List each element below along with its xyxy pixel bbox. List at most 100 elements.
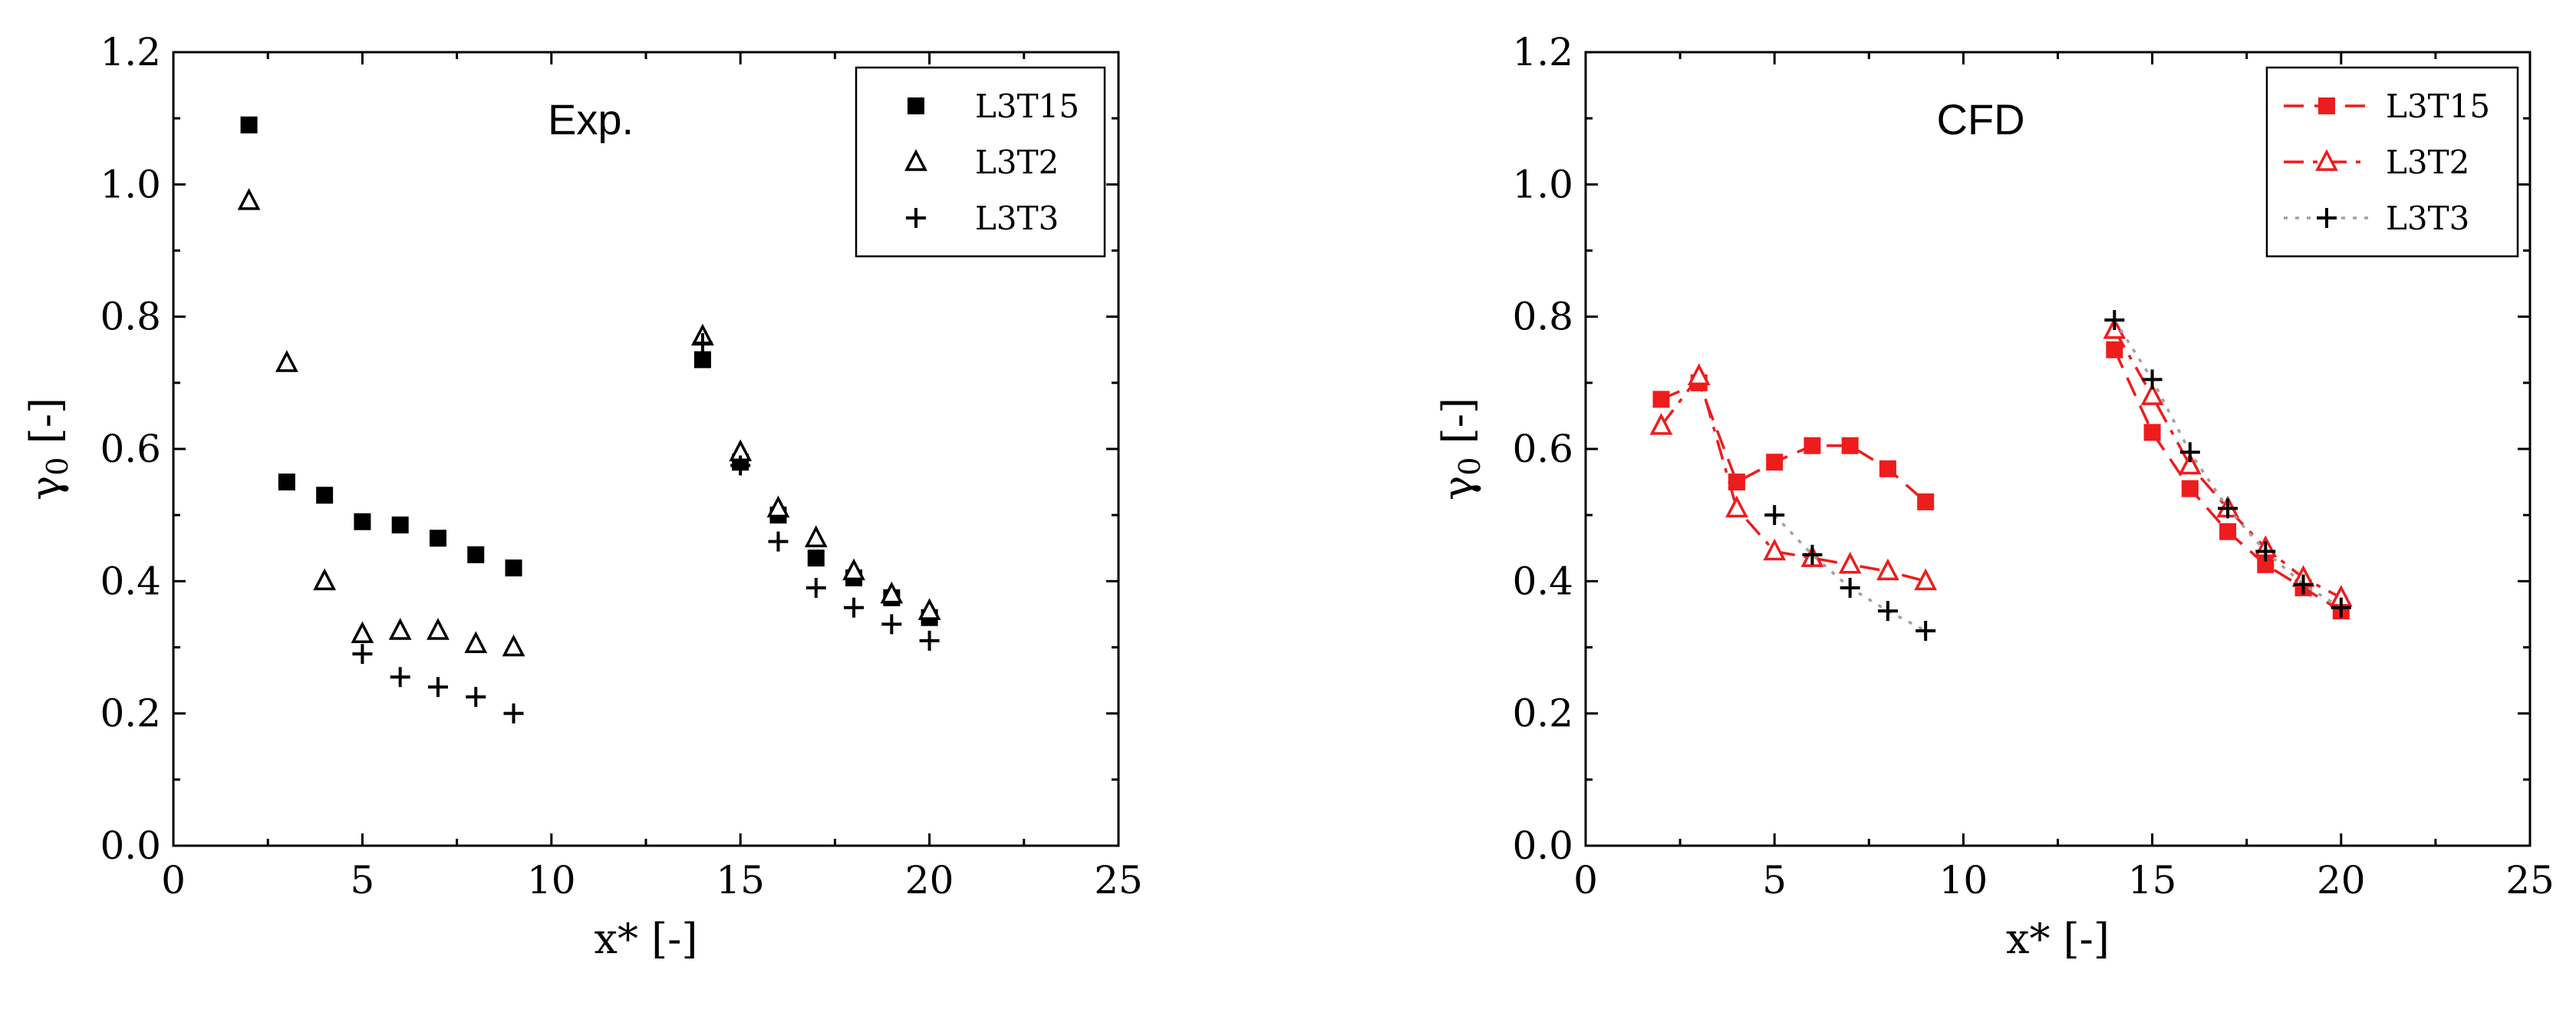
- x-tick-label: 5: [1762, 858, 1787, 902]
- x-tick-label: 0: [1573, 858, 1598, 902]
- legend-marker: [2318, 97, 2335, 114]
- x-tick-label: 25: [1094, 858, 1143, 902]
- series-L3T15: [1652, 341, 2350, 620]
- series-L3T3: [352, 333, 940, 724]
- legend-marker: [2317, 208, 2337, 228]
- series-L3T15: [240, 116, 938, 626]
- data-point: [464, 631, 488, 653]
- y-axis-symbol: γ: [1434, 476, 1482, 500]
- legend-label: L3T15: [975, 87, 1079, 125]
- legend-marker: [908, 97, 924, 114]
- data-point: [2140, 383, 2164, 405]
- data-point: [316, 487, 334, 504]
- y-axis-unit: [-]: [21, 398, 70, 457]
- data-point: [1914, 568, 1938, 591]
- y-axis-title: γ0 [-]: [21, 398, 74, 500]
- legend: L3T15 L3T2 L3T3: [855, 66, 1106, 258]
- chart-cfd: CFD x* [-] γ0 [-] 0 5 10 15 20 250.00.20.40.6…: [1434, 30, 2555, 963]
- x-tick-label: 15: [2128, 858, 2177, 902]
- y-tick-label: 0.6: [1512, 427, 1573, 471]
- data-point: [2255, 541, 2276, 562]
- data-point: [807, 549, 825, 567]
- data-point: [278, 474, 295, 491]
- x-tick-label: 0: [161, 858, 186, 902]
- data-point: [2293, 574, 2314, 595]
- data-point: [1649, 413, 1673, 435]
- panel-label: CFD: [1936, 95, 2024, 144]
- legend-marker: [2315, 149, 2338, 171]
- y-tick-label: 0.0: [100, 823, 161, 868]
- data-point: [1841, 437, 1859, 454]
- data-point: [2178, 452, 2202, 475]
- data-point: [503, 703, 524, 724]
- data-point: [2218, 498, 2238, 519]
- data-point: [2179, 442, 2200, 463]
- data-point: [880, 581, 904, 604]
- legend-marker: [906, 208, 926, 228]
- data-point: [467, 546, 485, 563]
- series-L3T3: [1764, 309, 2351, 641]
- series-L3T2: [237, 188, 941, 657]
- legend-label: L3T3: [2386, 200, 2469, 237]
- series-line: [2113, 319, 2342, 609]
- data-point: [240, 116, 258, 134]
- y-tick-label: 0.8: [1512, 295, 1573, 339]
- data-point: [881, 614, 902, 635]
- y-tick-label: 1.0: [1512, 162, 1573, 206]
- data-point: [730, 455, 751, 476]
- data-point: [505, 559, 522, 577]
- series-L3T2: [1649, 317, 2353, 607]
- data-point: [805, 577, 826, 598]
- data-point: [766, 495, 790, 518]
- x-tick-label: 5: [350, 858, 374, 902]
- data-point: [1840, 577, 1860, 598]
- series-line: [2113, 329, 2342, 599]
- data-point: [1725, 495, 1748, 518]
- data-point: [844, 597, 865, 618]
- data-point: [1802, 544, 1823, 565]
- data-point: [692, 333, 713, 354]
- data-point: [427, 677, 448, 698]
- data-point: [466, 687, 486, 708]
- y-axis-unit: [-]: [1434, 398, 1482, 457]
- series-line: [1660, 381, 1927, 503]
- x-tick-label: 10: [527, 858, 576, 902]
- x-tick-label: 20: [905, 858, 954, 902]
- legend: L3T15 L3T2 L3T3: [2265, 66, 2519, 258]
- data-point: [390, 667, 410, 688]
- data-point: [1763, 538, 1787, 561]
- data-point: [2331, 597, 2351, 618]
- data-point: [2104, 309, 2125, 330]
- data-point: [502, 634, 525, 657]
- data-point: [1764, 505, 1785, 526]
- data-point: [1917, 493, 1935, 510]
- y-axis-subscript: 0: [1453, 457, 1487, 476]
- data-point: [1876, 558, 1899, 581]
- legend-label: L3T2: [975, 144, 1059, 181]
- y-tick-label: 0.2: [100, 691, 161, 736]
- data-point: [2257, 556, 2275, 573]
- data-point: [919, 630, 940, 651]
- legend-box: [2265, 66, 2519, 258]
- legend-label: L3T3: [975, 200, 1059, 237]
- legend-box: [855, 66, 1106, 258]
- data-point: [1877, 601, 1898, 622]
- data-point: [237, 188, 261, 210]
- y-tick-label: 0.4: [100, 559, 161, 603]
- x-tick-label: 25: [2505, 858, 2555, 902]
- legend-marker: [904, 149, 927, 171]
- y-tick-label: 0.0: [1512, 823, 1573, 868]
- data-point: [768, 531, 789, 552]
- data-point: [1728, 474, 1745, 491]
- y-axis-symbol: γ: [21, 476, 70, 500]
- data-point: [2219, 523, 2237, 540]
- x-tick-label: 10: [1939, 858, 1988, 902]
- data-point: [1879, 460, 1896, 477]
- data-point: [275, 350, 298, 372]
- data-point: [1916, 620, 1936, 641]
- data-point: [1804, 437, 1821, 454]
- data-point: [1687, 363, 1711, 385]
- data-point: [2142, 369, 2163, 390]
- y-axis-subscript: 0: [41, 457, 74, 476]
